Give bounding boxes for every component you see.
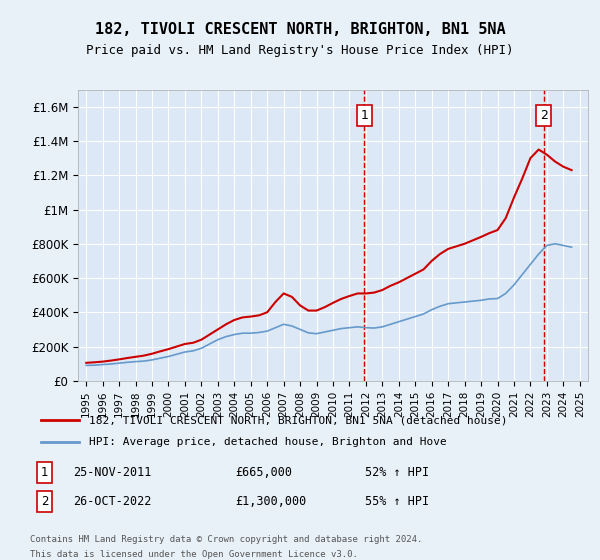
Text: 1: 1 (41, 466, 48, 479)
Text: 26-OCT-2022: 26-OCT-2022 (73, 495, 152, 508)
Text: 55% ↑ HPI: 55% ↑ HPI (365, 495, 429, 508)
Text: Price paid vs. HM Land Registry's House Price Index (HPI): Price paid vs. HM Land Registry's House … (86, 44, 514, 57)
Text: 2: 2 (41, 495, 48, 508)
Text: 25-NOV-2011: 25-NOV-2011 (73, 466, 152, 479)
Text: 1: 1 (361, 109, 368, 122)
Text: HPI: Average price, detached house, Brighton and Hove: HPI: Average price, detached house, Brig… (89, 437, 447, 447)
Text: Contains HM Land Registry data © Crown copyright and database right 2024.: Contains HM Land Registry data © Crown c… (30, 535, 422, 544)
Text: £665,000: £665,000 (235, 466, 292, 479)
Text: £1,300,000: £1,300,000 (235, 495, 307, 508)
Text: 52% ↑ HPI: 52% ↑ HPI (365, 466, 429, 479)
Text: 182, TIVOLI CRESCENT NORTH, BRIGHTON, BN1 5NA: 182, TIVOLI CRESCENT NORTH, BRIGHTON, BN… (95, 22, 505, 38)
Text: 182, TIVOLI CRESCENT NORTH, BRIGHTON, BN1 5NA (detached house): 182, TIVOLI CRESCENT NORTH, BRIGHTON, BN… (89, 415, 508, 425)
Text: 2: 2 (539, 109, 548, 122)
Text: This data is licensed under the Open Government Licence v3.0.: This data is licensed under the Open Gov… (30, 550, 358, 559)
